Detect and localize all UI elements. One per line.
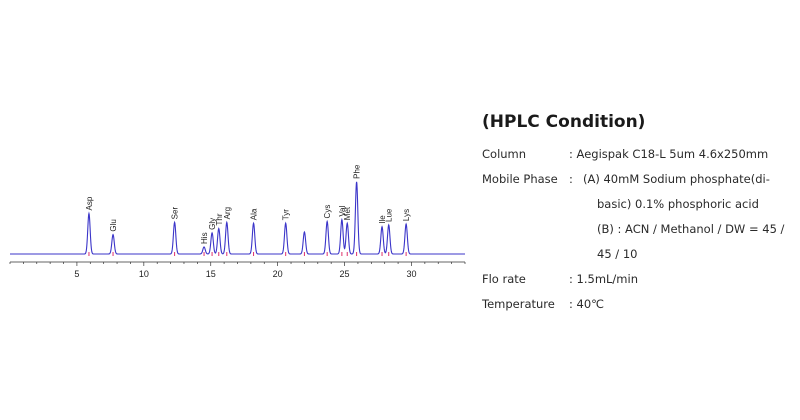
hplc-condition-panel: (HPLC Condition) Column : Aegispak C18-L… bbox=[482, 112, 798, 317]
peak-label: Lys bbox=[402, 209, 411, 221]
x-tick-label: 25 bbox=[340, 269, 350, 279]
peak-label: Val bbox=[338, 205, 347, 216]
flow-rate-value: : 1.5mL/min bbox=[569, 272, 638, 286]
peak-label: Ile bbox=[378, 215, 387, 224]
mobile-phase-b-line1: (B) : ACN / Methanol / DW = 45 / bbox=[597, 222, 785, 236]
mobile-phase-label: Mobile Phase bbox=[482, 172, 558, 186]
temperature-value: : 40℃ bbox=[569, 297, 605, 311]
peak-label: Tyr bbox=[282, 209, 291, 220]
x-tick-label: 15 bbox=[206, 269, 216, 279]
column-value: : Aegispak C18-L 5um 4.6x250mm bbox=[569, 147, 769, 161]
peak-label: Met bbox=[343, 206, 352, 220]
peak-label: His bbox=[200, 232, 209, 244]
peak-label: Glu bbox=[109, 219, 118, 231]
peak-label: Cys bbox=[323, 205, 332, 219]
x-tick-label: 5 bbox=[74, 269, 79, 279]
peak-label: Gly bbox=[208, 218, 217, 230]
x-tick-label: 20 bbox=[273, 269, 283, 279]
peak-label: Arg bbox=[223, 207, 232, 219]
x-axis: 5 10 15 20 25 30 bbox=[9, 261, 466, 279]
peak-label: Phe bbox=[353, 164, 362, 179]
flow-rate-row: Flo rate : 1.5mL/min bbox=[482, 267, 798, 292]
x-tick-label: 30 bbox=[406, 269, 416, 279]
mobile-phase-sep: : bbox=[569, 172, 573, 186]
temperature-label: Temperature bbox=[482, 297, 555, 311]
mobile-phase-b-line2: 45 / 10 bbox=[597, 247, 638, 261]
chromatogram-trace bbox=[10, 181, 465, 255]
peak-label: Lue bbox=[385, 208, 394, 222]
flow-rate-label: Flo rate bbox=[482, 272, 526, 286]
peak-label: Ala bbox=[250, 208, 259, 220]
peak-label: Asp bbox=[85, 196, 94, 210]
mobile-phase-row: Mobile Phase : (A) 40mM Sodium phosphate… bbox=[482, 167, 798, 267]
column-label: Column bbox=[482, 147, 527, 161]
mobile-phase-value: (A) 40mM Sodium phosphate(di- basic) 0.1… bbox=[583, 167, 798, 267]
column-row: Column : Aegispak C18-L 5um 4.6x250mm bbox=[482, 142, 798, 167]
peak-label: Ser bbox=[171, 207, 180, 220]
peak-label: Thr bbox=[215, 213, 224, 225]
condition-title: (HPLC Condition) bbox=[482, 112, 646, 132]
x-tick-label: 10 bbox=[139, 269, 149, 279]
mobile-phase-a-line1: (A) 40mM Sodium phosphate(di- bbox=[583, 172, 770, 186]
mobile-phase-a-line2: basic) 0.1% phosphoric acid bbox=[597, 197, 759, 211]
temperature-row: Temperature : 40℃ bbox=[482, 292, 798, 317]
